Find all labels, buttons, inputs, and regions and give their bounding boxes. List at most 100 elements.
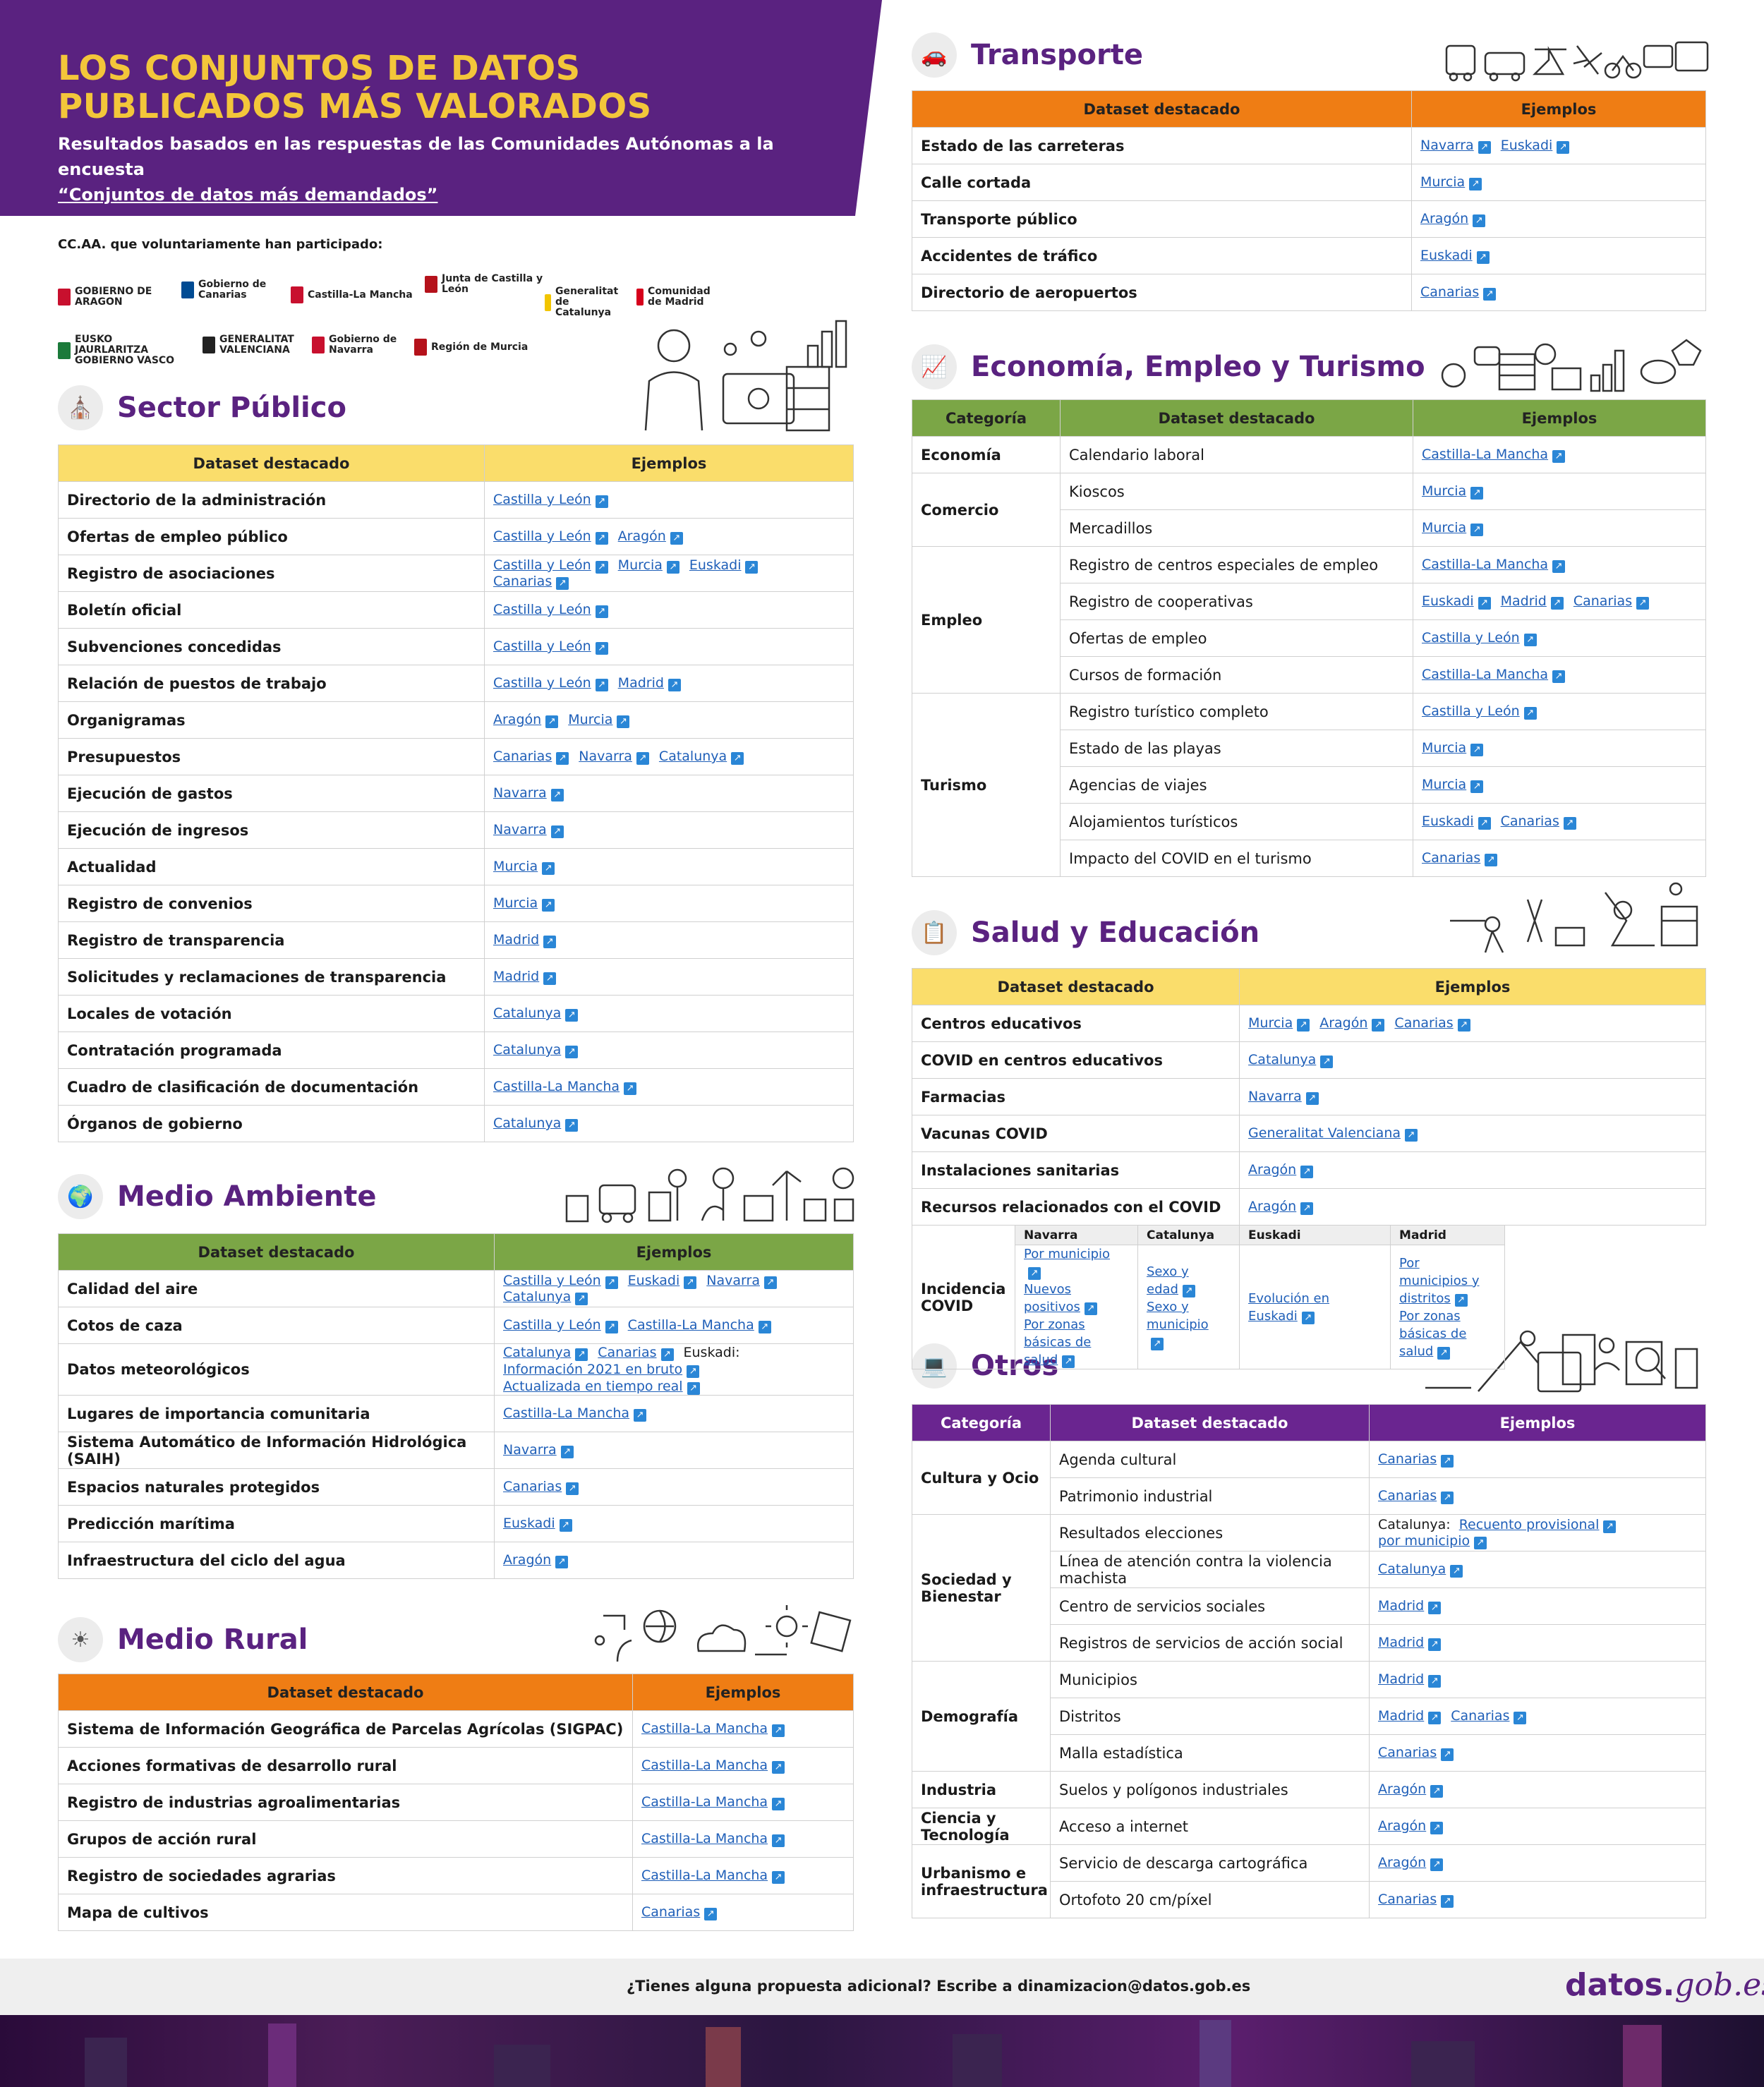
region-link[interactable]: Madrid: [493, 932, 556, 948]
survey-link[interactable]: “Conjuntos de datos más demandados”: [58, 185, 438, 205]
region-link[interactable]: Castilla y León: [493, 528, 608, 544]
region-link[interactable]: Castilla-La Mancha: [1422, 667, 1565, 682]
region-link[interactable]: Aragón: [1378, 1855, 1443, 1870]
region-link[interactable]: Canarias: [1378, 1488, 1454, 1504]
region-link[interactable]: Sexo y edad: [1147, 1263, 1221, 1298]
region-link[interactable]: Actualizada en tiempo real: [503, 1379, 700, 1394]
region-link[interactable]: Evolución en Euskadi: [1248, 1290, 1372, 1325]
region-link[interactable]: Castilla y León: [493, 675, 608, 691]
region-link[interactable]: Castilla-La Mancha: [641, 1868, 785, 1883]
region-link[interactable]: Canarias: [1378, 1745, 1454, 1760]
region-link[interactable]: Murcia: [1422, 483, 1483, 499]
region-link[interactable]: Catalunya: [503, 1289, 588, 1305]
region-link[interactable]: Canarias: [1422, 850, 1497, 866]
region-link[interactable]: Madrid: [1501, 593, 1564, 609]
region-link[interactable]: Castilla y León: [1422, 703, 1537, 719]
region-link[interactable]: Catalunya: [1248, 1052, 1333, 1067]
region-link[interactable]: Euskadi: [628, 1273, 697, 1288]
region-link[interactable]: Murcia: [1422, 777, 1483, 792]
region-link[interactable]: Canarias: [1394, 1015, 1470, 1031]
region-link[interactable]: Catalunya: [503, 1345, 588, 1360]
region-link[interactable]: Navarra: [1420, 138, 1491, 153]
region-link[interactable]: Madrid: [1378, 1635, 1441, 1650]
region-link[interactable]: Sexo y municipio: [1147, 1298, 1221, 1351]
region-link[interactable]: Recuento provisional: [1459, 1517, 1617, 1532]
region-link[interactable]: Castilla y León: [493, 557, 608, 573]
region-link[interactable]: Navarra: [1248, 1089, 1319, 1104]
region-link[interactable]: Euskadi: [503, 1516, 572, 1531]
region-link[interactable]: Castilla-La Mancha: [1422, 447, 1565, 462]
region-link[interactable]: Canarias: [493, 574, 569, 589]
region-link[interactable]: Navarra: [493, 822, 564, 837]
region-link[interactable]: Canarias: [1378, 1892, 1454, 1907]
region-link[interactable]: Por zonas básicas de salud: [1399, 1307, 1486, 1360]
region-link[interactable]: Castilla-La Mancha: [641, 1721, 785, 1736]
region-link[interactable]: Canarias: [493, 749, 569, 764]
region-link[interactable]: Castilla-La Mancha: [641, 1794, 785, 1810]
region-link[interactable]: Aragón: [1378, 1781, 1443, 1797]
region-link[interactable]: Murcia: [493, 895, 555, 911]
region-link[interactable]: Madrid: [1378, 1671, 1441, 1687]
region-link[interactable]: Murcia: [1422, 740, 1483, 756]
region-link[interactable]: Castilla y León: [493, 639, 608, 654]
region-link[interactable]: Por municipio: [1024, 1245, 1119, 1281]
region-link[interactable]: Aragón: [1420, 211, 1485, 226]
brand-logo[interactable]: datos.gob.es: [1565, 1967, 1764, 2003]
region-link[interactable]: Canarias: [1420, 284, 1496, 300]
region-link[interactable]: Madrid: [493, 969, 556, 984]
region-link[interactable]: Euskadi: [1501, 138, 1570, 153]
region-link[interactable]: Castilla-La Mancha: [1422, 557, 1565, 572]
region-link[interactable]: Catalunya: [493, 1005, 578, 1021]
region-link[interactable]: Castilla y León: [1422, 630, 1537, 646]
region-link[interactable]: Castilla y León: [493, 602, 608, 617]
region-link[interactable]: Euskadi: [1422, 813, 1491, 829]
region-link[interactable]: Castilla-La Mancha: [641, 1831, 785, 1846]
region-link[interactable]: Euskadi: [1422, 593, 1491, 609]
region-link[interactable]: Madrid: [1378, 1708, 1441, 1724]
region-link[interactable]: Aragón: [1248, 1162, 1313, 1178]
region-link[interactable]: Catalunya: [493, 1042, 578, 1058]
region-link[interactable]: Navarra: [493, 785, 564, 801]
region-link[interactable]: Madrid: [618, 675, 681, 691]
region-link[interactable]: Catalunya: [659, 749, 744, 764]
region-link[interactable]: Euskadi: [689, 557, 759, 573]
region-link[interactable]: Por zonas básicas de salud: [1024, 1316, 1119, 1369]
region-link[interactable]: Catalunya: [1378, 1561, 1463, 1577]
region-link[interactable]: Aragón: [618, 528, 683, 544]
region-link[interactable]: Castilla-La Mancha: [628, 1317, 771, 1333]
region-link[interactable]: Aragón: [1319, 1015, 1384, 1031]
region-link[interactable]: Canarias: [1573, 593, 1649, 609]
region-link[interactable]: Aragón: [503, 1552, 568, 1568]
region-link[interactable]: Canarias: [1451, 1708, 1526, 1724]
region-link[interactable]: Castilla-La Mancha: [503, 1405, 646, 1421]
region-link[interactable]: Aragón: [1248, 1199, 1313, 1214]
region-link[interactable]: Murcia: [618, 557, 679, 573]
region-link[interactable]: Madrid: [1378, 1598, 1441, 1614]
footer-contact-text[interactable]: ¿Tienes alguna propuesta adicional? Escr…: [627, 1978, 1251, 1995]
region-link[interactable]: Castilla y León: [503, 1317, 618, 1333]
region-link[interactable]: Catalunya: [493, 1115, 578, 1131]
region-link[interactable]: Castilla y León: [493, 492, 608, 507]
region-link[interactable]: Por municipios y distritos: [1399, 1254, 1486, 1307]
region-link[interactable]: Navarra: [503, 1442, 574, 1458]
region-link[interactable]: Canarias: [598, 1345, 673, 1360]
region-link[interactable]: Murcia: [568, 712, 629, 727]
region-link[interactable]: Canarias: [641, 1904, 717, 1920]
region-link[interactable]: Aragón: [1378, 1818, 1443, 1834]
region-link[interactable]: Murcia: [1422, 520, 1483, 536]
region-link[interactable]: Nuevos positivos: [1024, 1281, 1119, 1316]
region-link[interactable]: Información 2021 en bruto: [503, 1362, 699, 1377]
region-link[interactable]: Murcia: [493, 859, 555, 874]
region-link[interactable]: por municipio: [1378, 1533, 1487, 1549]
region-link[interactable]: Castilla-La Mancha: [493, 1079, 636, 1094]
region-link[interactable]: Canarias: [1501, 813, 1576, 829]
region-link[interactable]: Murcia: [1420, 174, 1482, 190]
region-link[interactable]: Navarra: [706, 1273, 777, 1288]
region-link[interactable]: Generalitat Valenciana: [1248, 1125, 1418, 1141]
region-link[interactable]: Castilla-La Mancha: [641, 1758, 785, 1773]
region-link[interactable]: Canarias: [503, 1479, 579, 1494]
region-link[interactable]: Castilla y León: [503, 1273, 618, 1288]
region-link[interactable]: Euskadi: [1420, 248, 1490, 263]
region-link[interactable]: Murcia: [1248, 1015, 1310, 1031]
region-link[interactable]: Navarra: [579, 749, 649, 764]
